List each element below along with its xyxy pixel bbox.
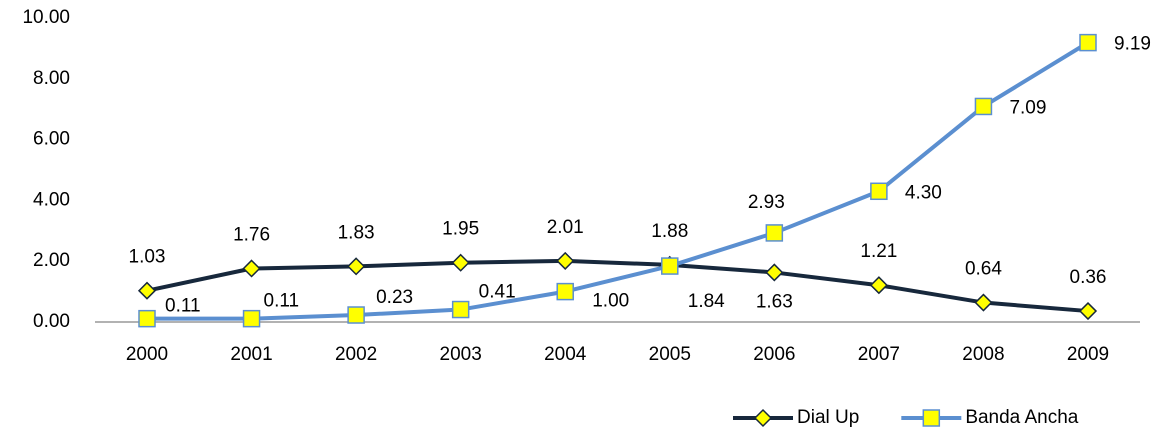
data-label: 9.19: [1114, 34, 1151, 55]
y-tick-label: 8.00: [33, 68, 70, 89]
data-label: 1.84: [688, 291, 725, 312]
point-marker: [1079, 33, 1097, 52]
point-marker: [765, 263, 784, 282]
point-marker: [451, 253, 470, 272]
series-line: [147, 40, 1090, 321]
y-tick-label: 2.00: [33, 250, 70, 271]
data-label: 1.21: [860, 241, 897, 262]
data-label: 1.76: [233, 225, 270, 246]
point-marker: [974, 97, 993, 116]
point-marker: [242, 309, 261, 328]
point-marker: [242, 259, 261, 278]
data-label: 2.01: [547, 217, 584, 238]
point-marker: [138, 309, 156, 328]
data-label: 1.63: [756, 291, 793, 312]
x-tick-label: 2004: [544, 344, 587, 365]
x-tick-label: 2006: [753, 344, 795, 365]
point-marker: [1078, 301, 1098, 321]
data-label: 0.11: [264, 291, 300, 312]
point-marker: [451, 300, 470, 319]
data-label: 1.03: [129, 247, 166, 268]
data-label: 7.09: [1009, 97, 1046, 118]
data-label: 0.41: [479, 282, 516, 303]
x-tick-label: 2002: [335, 344, 377, 365]
point-marker: [137, 281, 157, 300]
x-tick-label: 2001: [230, 344, 272, 365]
y-tick-label: 6.00: [33, 129, 70, 150]
data-label: 1.95: [442, 219, 479, 240]
point-marker: [869, 276, 888, 295]
legend-marker: [753, 408, 773, 428]
x-tick-label: 2008: [962, 344, 1004, 365]
point-marker: [870, 182, 888, 201]
point-marker: [556, 251, 575, 270]
data-label: 0.11: [165, 296, 201, 317]
point-marker: [661, 257, 679, 275]
data-label: 0.36: [1070, 267, 1107, 288]
x-tick-label: 2009: [1067, 344, 1109, 365]
legend-label: Banda Ancha: [965, 407, 1078, 428]
x-tick-label: 2000: [126, 344, 168, 365]
data-label: 1.83: [338, 222, 375, 243]
point-marker: [347, 306, 365, 324]
data-label: 2.93: [748, 192, 785, 213]
series-line: [146, 258, 1089, 314]
data-label: 1.00: [592, 291, 629, 312]
data-label: 4.30: [905, 182, 942, 203]
legend-marker: [922, 409, 941, 427]
y-tick-label: 10.00: [22, 7, 70, 28]
point-marker: [347, 257, 366, 276]
legend-label: Dial Up: [797, 407, 859, 428]
x-tick-label: 2003: [440, 344, 482, 365]
data-label: 1.88: [651, 221, 688, 242]
x-tick-label: 2005: [649, 344, 691, 365]
x-tick-label: 2007: [858, 344, 900, 365]
point-marker: [765, 224, 784, 242]
data-label: 0.23: [376, 287, 413, 308]
point-marker: [974, 293, 993, 312]
point-marker: [556, 282, 574, 301]
y-tick-label: 4.00: [33, 189, 70, 210]
y-tick-label: 0.00: [33, 311, 70, 332]
data-label: 0.64: [965, 259, 1002, 280]
